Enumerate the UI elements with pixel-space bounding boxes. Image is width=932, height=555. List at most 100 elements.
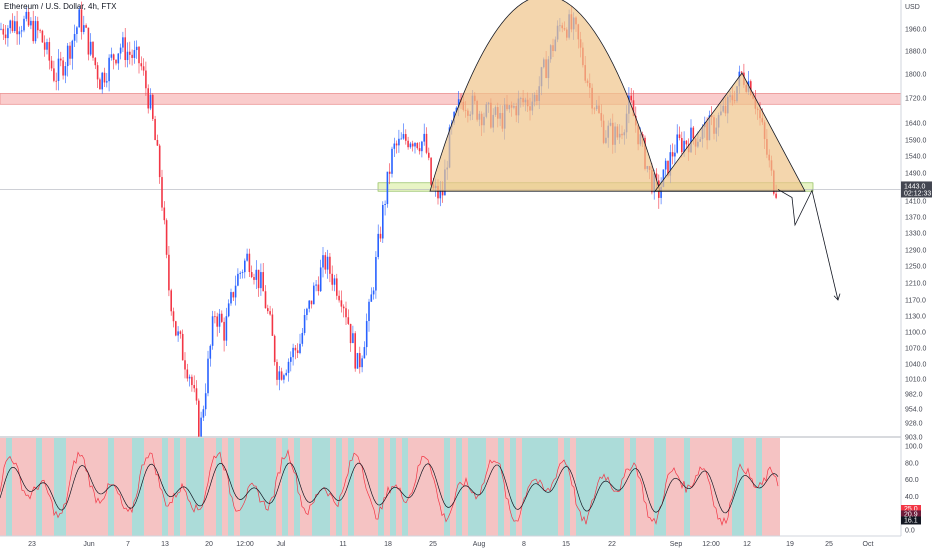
osc-bg-stripe (378, 438, 384, 536)
candle-body (296, 350, 299, 354)
candle-body (395, 143, 398, 146)
candle-body (662, 169, 665, 187)
candle-body (368, 301, 370, 322)
candle-body (257, 269, 260, 289)
osc-bg-stripe (450, 438, 456, 536)
osc-bg-stripe (192, 438, 198, 536)
osc-bg-stripe (582, 438, 588, 536)
osc-bg-stripe (132, 438, 138, 536)
candle-body (11, 20, 14, 32)
candle-body (248, 253, 251, 273)
projection-path (777, 189, 839, 301)
candle-body (276, 362, 278, 380)
osc-tick-label: 80.0 (905, 460, 919, 467)
osc-bg-stripe (306, 438, 312, 536)
osc-bg-stripe (444, 438, 450, 536)
candle-body (179, 331, 182, 334)
time-tick-label: 25 (825, 541, 833, 548)
candle-body (83, 25, 85, 32)
osc-bg-stripe (162, 438, 168, 536)
candle-body (106, 81, 108, 83)
price-tick-label: 1960.0 (905, 27, 927, 34)
candle-body (273, 335, 276, 363)
countdown-badge-text: 02:12:33 (904, 190, 931, 197)
candle-body (416, 143, 419, 149)
candle-body (326, 256, 329, 270)
candle-body (177, 331, 179, 336)
candle-body (115, 59, 117, 64)
candle-body (87, 27, 90, 55)
candle-body (370, 294, 373, 302)
osc-bg-stripe (120, 438, 126, 536)
osc-bg-stripe (474, 438, 480, 536)
price-tick-label: 1250.0 (905, 264, 927, 271)
candle-body (269, 311, 271, 315)
candle-body (290, 357, 292, 362)
candle-body (271, 314, 274, 336)
candle-body (775, 193, 777, 198)
candle-body (255, 269, 258, 280)
price-tick-label: 1070.0 (905, 346, 927, 353)
candle-body (303, 315, 306, 333)
osc-bg-stripe (240, 438, 246, 536)
osc-bg-stripe (174, 438, 180, 536)
candle-body (204, 393, 207, 410)
price-tick-label: 1720.0 (905, 96, 927, 103)
osc-bg-stripe (222, 438, 228, 536)
candle-body (308, 300, 310, 309)
candle-body (232, 292, 235, 298)
candle-body (191, 376, 193, 386)
osc-bg-stripe (684, 438, 690, 536)
candle-body (34, 21, 37, 42)
time-tick-label: Oct (863, 541, 874, 548)
osc-bg-stripe (522, 438, 528, 536)
candle-body (669, 152, 672, 176)
candle-body (119, 47, 122, 54)
candle-body (147, 88, 149, 109)
time-tick-label: 12:00 (236, 541, 254, 548)
osc-bg-stripe (606, 438, 612, 536)
candle-body (425, 133, 428, 153)
osc-series-black (0, 462, 779, 514)
candle-body (354, 333, 356, 369)
time-tick-label: 8 (522, 541, 526, 548)
osc-bg-stripe (600, 438, 606, 536)
osc-bg-stripe (672, 438, 678, 536)
osc-bg-stripe (576, 438, 582, 536)
candle-body (418, 148, 421, 152)
candle-body (37, 21, 39, 31)
price-tick-label: 982.0 (905, 392, 923, 399)
osc-bg-stripe (714, 438, 720, 536)
candle-body (391, 148, 393, 174)
price-tick-label: 1290.0 (905, 248, 927, 255)
candle-body (244, 260, 246, 273)
osc-bg-stripe (264, 438, 270, 536)
candle-body (195, 388, 198, 401)
price-tick-label: 1880.0 (905, 49, 927, 56)
candle-body (92, 41, 94, 58)
osc-bg-stripe (414, 438, 420, 536)
candle-body (101, 72, 103, 90)
candle-body (660, 186, 662, 198)
candle-body (359, 353, 361, 368)
osc-tick-label: 40.0 (905, 494, 919, 501)
candle-body (209, 345, 212, 359)
candle-body (377, 233, 379, 258)
osc-bg-stripe (330, 438, 336, 536)
candle-body (283, 375, 285, 380)
osc-bg-stripe (678, 438, 684, 536)
osc-bg-stripe (702, 438, 708, 536)
candle-body (188, 376, 191, 379)
osc-bg-stripe (234, 438, 240, 536)
osc-bg-stripe (288, 438, 294, 536)
time-tick-label: 12 (743, 541, 751, 548)
candle-body (71, 40, 74, 59)
osc-bg-stripe (756, 438, 762, 536)
osc-bg-stripe (168, 438, 174, 536)
price-tick-label: 1100.0 (905, 330, 926, 337)
price-tick-label: 1590.0 (905, 138, 927, 145)
osc-badge (901, 505, 921, 513)
candle-body (331, 273, 333, 285)
